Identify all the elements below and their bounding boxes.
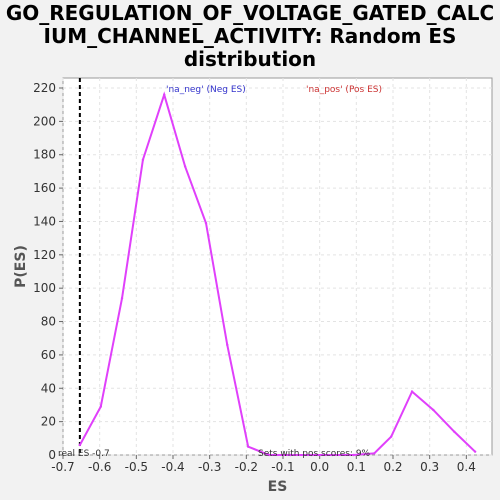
es-data-point [183, 165, 187, 168]
x-tick-label: -0.5 [125, 460, 148, 474]
es-data-point [410, 390, 414, 393]
es-data-point [163, 93, 166, 96]
es-data-point [389, 435, 393, 438]
chart-title: GO_REGULATION_OF_VOLTAGE_GATED_CALC IUM_… [0, 2, 500, 71]
y-tick-label: 140 [33, 214, 56, 228]
es-data-point [432, 408, 435, 412]
y-tick-label: 100 [33, 281, 56, 295]
y-axis-label: P(ES) [13, 245, 29, 288]
chart-title-line-2: IUM_CHANNEL_ACTIVITY: Random ES [43, 24, 457, 48]
x-tick-label: 0.2 [383, 460, 402, 474]
es-data-point [204, 221, 208, 225]
grid-lines [62, 78, 492, 456]
y-tick-label: 220 [33, 81, 56, 95]
x-tick-label: 0.0 [310, 460, 329, 474]
x-tick-label: -0.4 [161, 460, 184, 474]
real-es-label: real ES -0.7 [58, 449, 110, 459]
y-tick-label: 60 [41, 348, 56, 362]
legend-pos-es: 'na_pos' (Pos ES) [306, 85, 382, 95]
legend-neg-es: 'na_neg' (Neg ES) [166, 85, 246, 95]
es-data-point [289, 453, 292, 457]
y-tick-label: 20 [41, 415, 56, 429]
y-tick-label: 80 [41, 315, 56, 329]
series-marks [78, 78, 477, 457]
es-data-point [141, 158, 145, 161]
x-tick-label: -0.6 [88, 460, 111, 474]
y-tick-label: 180 [33, 148, 56, 162]
axes: -0.7 -0.6 -0.5 -0.4 -0.3 -0.2 -0.1 0.0 0.1 0.2 0.3… [33, 81, 476, 474]
es-data-point [331, 453, 334, 457]
es-data-point [246, 445, 250, 448]
y-tick-label: 160 [33, 181, 56, 195]
y-tick-label: 120 [33, 248, 56, 262]
es-data-point [453, 430, 456, 433]
es-data-point [310, 453, 313, 457]
x-axis-label: ES [268, 479, 288, 495]
x-tick-label: 0.1 [347, 460, 366, 474]
pos-scores-annotation: Sets with pos scores: 9% [258, 449, 371, 459]
es-data-point [120, 296, 124, 300]
y-tick-label: 0 [48, 448, 56, 462]
chart-title-line-3: distribution [183, 47, 317, 71]
x-tick-label: -0.1 [271, 460, 294, 474]
es-data-point [267, 453, 271, 457]
x-tick-label: -0.2 [235, 460, 258, 474]
plot-area [62, 77, 493, 456]
x-tick-label: 0.4 [457, 460, 476, 474]
x-tick-label: -0.3 [198, 460, 221, 474]
es-data-point [226, 343, 229, 347]
x-tick-label: 0.3 [420, 460, 439, 474]
x-tick-label: -0.7 [51, 460, 74, 474]
es-data-point [473, 450, 477, 453]
es-data-point [373, 452, 376, 455]
y-tick-label: 200 [33, 114, 56, 128]
es-data-point [99, 405, 102, 408]
chart-title-line-1: GO_REGULATION_OF_VOLTAGE_GATED_CALC [5, 1, 495, 25]
es-distribution-line [78, 91, 476, 456]
es-data-point [78, 443, 82, 447]
y-tick-label: 40 [41, 381, 56, 395]
es-data-point [352, 453, 355, 457]
